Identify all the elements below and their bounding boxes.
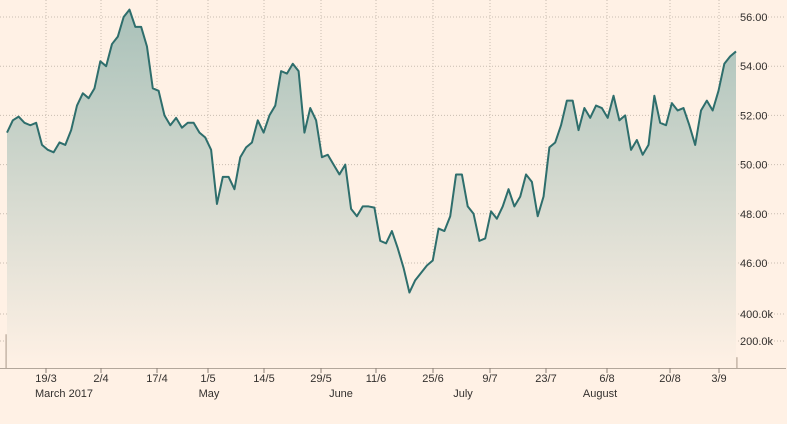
price-tick-label: 48.00	[740, 209, 768, 221]
x-tick-label: 1/5	[200, 373, 215, 385]
month-label: July	[453, 388, 473, 400]
month-label: March 2017	[35, 388, 93, 400]
month-label: June	[329, 388, 353, 400]
x-tick-label: 19/3	[35, 373, 56, 385]
price-tick-label: 54.00	[740, 61, 768, 73]
x-tick-label: 11/6	[366, 373, 387, 385]
x-tick-label: 23/7	[535, 373, 556, 385]
x-tick-label: 6/8	[599, 373, 614, 385]
x-tick-label: 2/4	[93, 373, 108, 385]
price-tick-label: 46.00	[740, 258, 768, 270]
price-area	[7, 9, 736, 369]
volume-tick-label: 400.0k	[740, 309, 774, 321]
price-tick-label: 50.00	[740, 160, 768, 172]
x-tick-label: 25/6	[422, 373, 443, 385]
month-label: August	[583, 388, 617, 400]
x-tick-label: 14/5	[253, 373, 274, 385]
x-tick-label: 3/9	[711, 373, 726, 385]
x-tick-label: 17/4	[146, 373, 167, 385]
volume-tick-label: 200.0k	[740, 336, 774, 348]
month-label: May	[199, 388, 220, 400]
x-tick-label: 29/5	[310, 373, 331, 385]
price-tick-label: 56.00	[740, 12, 768, 24]
price-tick-label: 52.00	[740, 110, 768, 122]
axis-ticks: 56.00 54.00 52.00 50.00 48.00 46.00 400.0k 200.…	[35, 12, 774, 400]
price-line	[6, 8, 737, 294]
x-tick-label: 9/7	[482, 373, 497, 385]
x-tick-label: 20/8	[659, 373, 680, 385]
